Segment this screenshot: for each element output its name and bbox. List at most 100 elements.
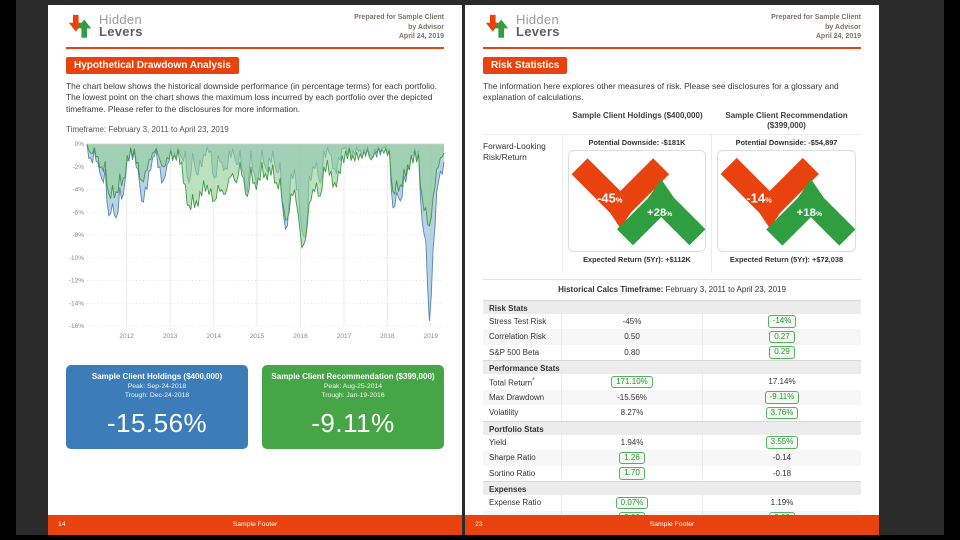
svg-text:+18%: +18% xyxy=(797,207,822,219)
recommendation-drawdown-box: Sample Client Recommendation ($399,000) … xyxy=(262,364,444,449)
row-label: Expense Ratio xyxy=(489,498,542,508)
section-title-drawdown: Hypothetical Drawdown Analysis xyxy=(66,57,239,74)
page-header: Hidden Levers Prepared for Sample Client… xyxy=(66,5,444,49)
highlighted-value: 3.76% xyxy=(765,406,799,420)
section-title-risk-statistics: Risk Statistics xyxy=(483,57,568,74)
highlighted-value: 3.55% xyxy=(765,436,799,449)
expected-return-holdings: Expected Return (5Yr): +$112K xyxy=(583,254,691,264)
table-row: Sharpe Ratio 1.26 -0.14 xyxy=(483,450,861,466)
forward-risk-grid: Sample Client Holdings ($400,000) Sample… xyxy=(483,106,861,273)
prepared-line3: April 24, 2019 xyxy=(815,33,861,40)
svg-text:-16%: -16% xyxy=(69,323,84,330)
holdings-drawdown-box: Sample Client Holdings ($400,000) Peak: … xyxy=(66,364,248,449)
page-number: 14 xyxy=(58,521,66,528)
table-row: Volatility 8.27% 3.76% xyxy=(483,405,861,421)
row-label: Max Drawdown xyxy=(489,392,545,402)
drawdown-intro-text: The chart below shows the historical dow… xyxy=(66,81,438,114)
holdings-value: 0.80 xyxy=(561,344,702,361)
page-left: Hidden Levers Prepared for Sample Client… xyxy=(48,5,462,535)
highlighted-value: 1.70 xyxy=(619,467,645,480)
holdings-value: 1.70 xyxy=(561,465,702,482)
holdings-trough: Trough: Dec-24-2018 xyxy=(124,391,190,399)
holdings-max-drawdown-value: -15.56% xyxy=(106,407,208,438)
brand-bottom: Levers xyxy=(99,24,143,39)
chart-timeframe-label: Timeframe: February 3, 2011 to April 23,… xyxy=(66,124,229,134)
page-header: Hidden Levers Prepared for Sample Client… xyxy=(483,5,861,49)
risk-arrows-card-holdings: -45% +28% xyxy=(568,149,706,252)
row-label: Sortino Ratio xyxy=(489,468,536,478)
holdings-value: 1.26 xyxy=(561,450,702,466)
recommendation-value: 3.76% xyxy=(702,405,861,421)
svg-text:-12%: -12% xyxy=(69,277,84,284)
svg-text:-2%: -2% xyxy=(72,164,84,171)
svg-text:2019: 2019 xyxy=(424,333,439,340)
row-label: Yield xyxy=(489,437,507,447)
recommendation-value: 3.55% xyxy=(702,434,861,451)
row-label: Sharpe Ratio xyxy=(489,453,536,463)
table-row: Stress Test Risk -45% -14% xyxy=(483,313,861,330)
column-header-holdings: Sample Client Holdings ($400,000) xyxy=(572,110,703,120)
recommendation-value: -0.14 xyxy=(702,450,861,466)
svg-text:2015: 2015 xyxy=(250,333,265,340)
risk-arrows-card-recommendation: -14% +18% xyxy=(717,149,856,252)
forward-cell-recommendation: Potential Downside: -$54,897 -14% +18% Ex… xyxy=(712,133,861,273)
highlighted-value: 0.07% xyxy=(615,496,649,510)
table-row: Yield 1.94% 3.55% xyxy=(483,434,861,451)
table-row: Total Return* 171.10% 17.14% xyxy=(483,374,861,390)
recommendation-value: -14% xyxy=(702,313,861,330)
highlighted-value: -14% xyxy=(767,315,797,328)
svg-text:2017: 2017 xyxy=(337,333,352,340)
recommendation-peak: Peak: Aug-25-2014 xyxy=(323,382,383,390)
svg-text:-8%: -8% xyxy=(72,232,84,239)
brand-top: Hidden xyxy=(99,12,142,27)
svg-text:2012: 2012 xyxy=(119,333,134,340)
drawdown-chart: 2012 2013 2014 2015 2016 2017 2018 2019 0% -2% -4%… xyxy=(60,136,450,357)
table-section-header: Portfolio Stats xyxy=(483,420,861,435)
recommendation-value: 17.14% xyxy=(702,374,861,390)
page-number: 23 xyxy=(475,521,483,528)
brand-top: Hidden xyxy=(516,12,559,27)
prepared-line1: Prepared for Sample Client xyxy=(771,14,861,21)
svg-text:2018: 2018 xyxy=(380,333,395,340)
hiddenlevers-logo-icon xyxy=(68,14,92,38)
svg-text:-4%: -4% xyxy=(72,186,84,193)
expected-return-recommendation: Expected Return (5Yr): +$72,038 xyxy=(729,254,844,264)
holdings-value: 0.07% xyxy=(561,495,702,511)
svg-text:2014: 2014 xyxy=(207,333,222,340)
prepared-line2: by Advisor xyxy=(408,23,444,31)
prepared-line3: April 24, 2019 xyxy=(398,33,444,40)
potential-downside-recommendation: Potential Downside: -$54,897 xyxy=(735,137,838,147)
down-up-arrows-icon: -14%+18% xyxy=(720,157,855,246)
brand-name: Hidden Levers xyxy=(99,12,143,39)
highlighted-value: 171.10% xyxy=(611,375,653,389)
historical-timeframe-bold: Historical Calcs Timeframe: xyxy=(558,284,664,294)
historical-timeframe-dates: February 3, 2011 to April 23, 2019 xyxy=(663,284,786,294)
svg-text:2013: 2013 xyxy=(163,333,178,340)
risk-intro-text: The information here explores other meas… xyxy=(483,81,839,103)
footer-text: Sample Footer xyxy=(649,521,695,528)
recommendation-max-drawdown-value: -9.11% xyxy=(311,407,395,438)
table-section-header: Risk Stats xyxy=(483,299,861,314)
page-footer-right: 23 Sample Footer xyxy=(465,515,879,535)
page-right: Hidden Levers Prepared for Sample Client… xyxy=(465,5,879,535)
recommendation-box-title: Sample Client Recommendation ($399,000) xyxy=(271,371,435,381)
row-label: Total Return* xyxy=(489,376,535,388)
footer-text: Sample Footer xyxy=(232,521,278,528)
row-label: Correlation Risk xyxy=(489,332,546,342)
table-row: S&P 500 Beta 0.80 0.29 xyxy=(483,344,861,361)
svg-text:2016: 2016 xyxy=(293,333,308,340)
table-row: Correlation Risk 0.50 0.27 xyxy=(483,329,861,345)
prepared-for-block: Prepared for Sample Client by Advisor Ap… xyxy=(354,13,444,42)
holdings-value: -45% xyxy=(561,313,702,330)
recommendation-value: 1.19% xyxy=(702,495,861,511)
row-label: S&P 500 Beta xyxy=(489,347,540,357)
svg-text:-14%: -14% xyxy=(69,300,84,307)
historical-calcs-timeframe: Historical Calcs Timeframe: February 3, … xyxy=(483,278,861,294)
prepared-line1: Prepared for Sample Client xyxy=(354,14,444,21)
svg-text:-10%: -10% xyxy=(69,255,84,262)
holdings-value: 1.94% xyxy=(561,434,702,451)
brand-name: Hidden Levers xyxy=(516,12,560,38)
forward-cell-holdings: Potential Downside: -$181K -45% +28% Expe… xyxy=(563,133,712,273)
holdings-peak: Peak: Sep-24-2018 xyxy=(127,382,187,390)
svg-text:-6%: -6% xyxy=(72,209,84,216)
